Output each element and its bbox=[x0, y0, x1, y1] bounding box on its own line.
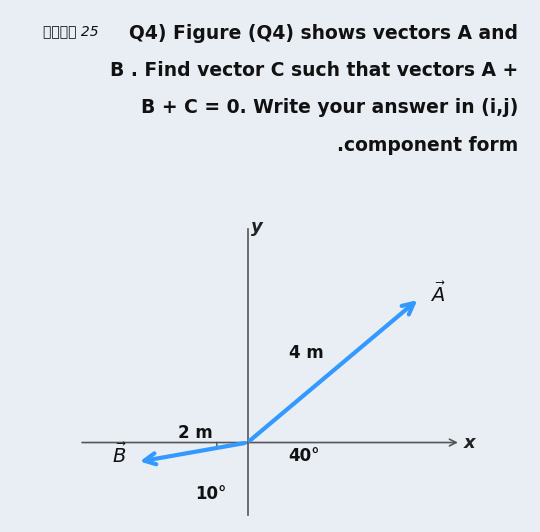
Text: 4 m: 4 m bbox=[289, 344, 323, 362]
Text: x: x bbox=[463, 434, 475, 452]
Text: y: y bbox=[251, 218, 262, 236]
Text: Q4) Figure (Q4) shows vectors A and: Q4) Figure (Q4) shows vectors A and bbox=[130, 24, 518, 43]
Text: 2 m: 2 m bbox=[178, 424, 212, 442]
Text: $\vec{B}$: $\vec{B}$ bbox=[112, 443, 127, 468]
Text: 10°: 10° bbox=[195, 485, 227, 503]
Text: .component form: .component form bbox=[337, 136, 518, 155]
Text: B + C = 0. Write your answer in (i,j): B + C = 0. Write your answer in (i,j) bbox=[141, 98, 518, 118]
Text: نقطة 25: نقطة 25 bbox=[43, 24, 99, 38]
Text: 40°: 40° bbox=[288, 447, 320, 465]
Text: $\vec{A}$: $\vec{A}$ bbox=[429, 281, 445, 306]
Text: B . Find vector C such that vectors A +: B . Find vector C such that vectors A + bbox=[110, 61, 518, 80]
